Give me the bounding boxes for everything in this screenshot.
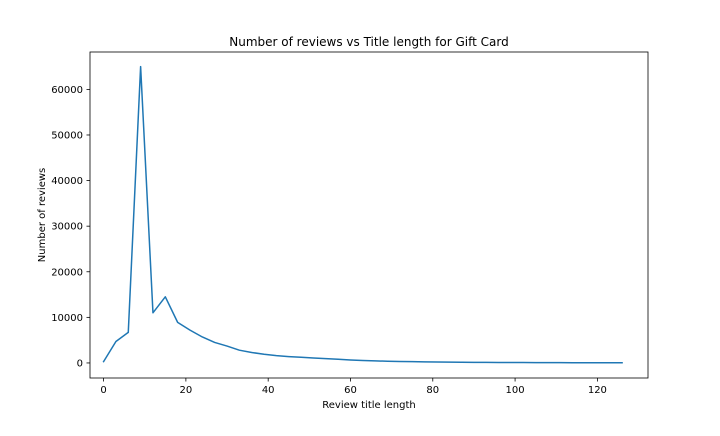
x-axis-label: Review title length	[322, 400, 415, 411]
series-line	[102, 65, 623, 364]
x-tick-label: 120	[588, 385, 607, 396]
y-axis-label: Number of reviews	[37, 168, 48, 262]
y-tick-label: 0	[77, 358, 83, 369]
y-tick-label: 60000	[51, 85, 83, 96]
y-axis-ticks: 0 10000 20000 30000 40000 50000 60000	[51, 85, 90, 369]
x-tick-label: 100	[506, 385, 525, 396]
x-tick-label: 20	[180, 385, 193, 396]
y-tick-label: 10000	[51, 313, 83, 324]
series-layer	[102, 65, 623, 364]
y-tick-label: 30000	[51, 222, 83, 233]
plot-frame	[89, 51, 649, 379]
x-tick-label: 40	[262, 385, 275, 396]
x-axis-ticks: 0 20 40 60 80 100 120	[100, 378, 607, 396]
plot-area	[90, 52, 648, 378]
chart-title: Number of reviews vs Title length for Gi…	[229, 35, 508, 49]
y-tick-label: 40000	[51, 176, 83, 187]
x-tick-label: 80	[426, 385, 439, 396]
x-tick-label: 0	[100, 385, 106, 396]
y-tick-label: 20000	[51, 267, 83, 278]
y-tick-label: 50000	[51, 130, 83, 141]
x-tick-label: 60	[344, 385, 357, 396]
